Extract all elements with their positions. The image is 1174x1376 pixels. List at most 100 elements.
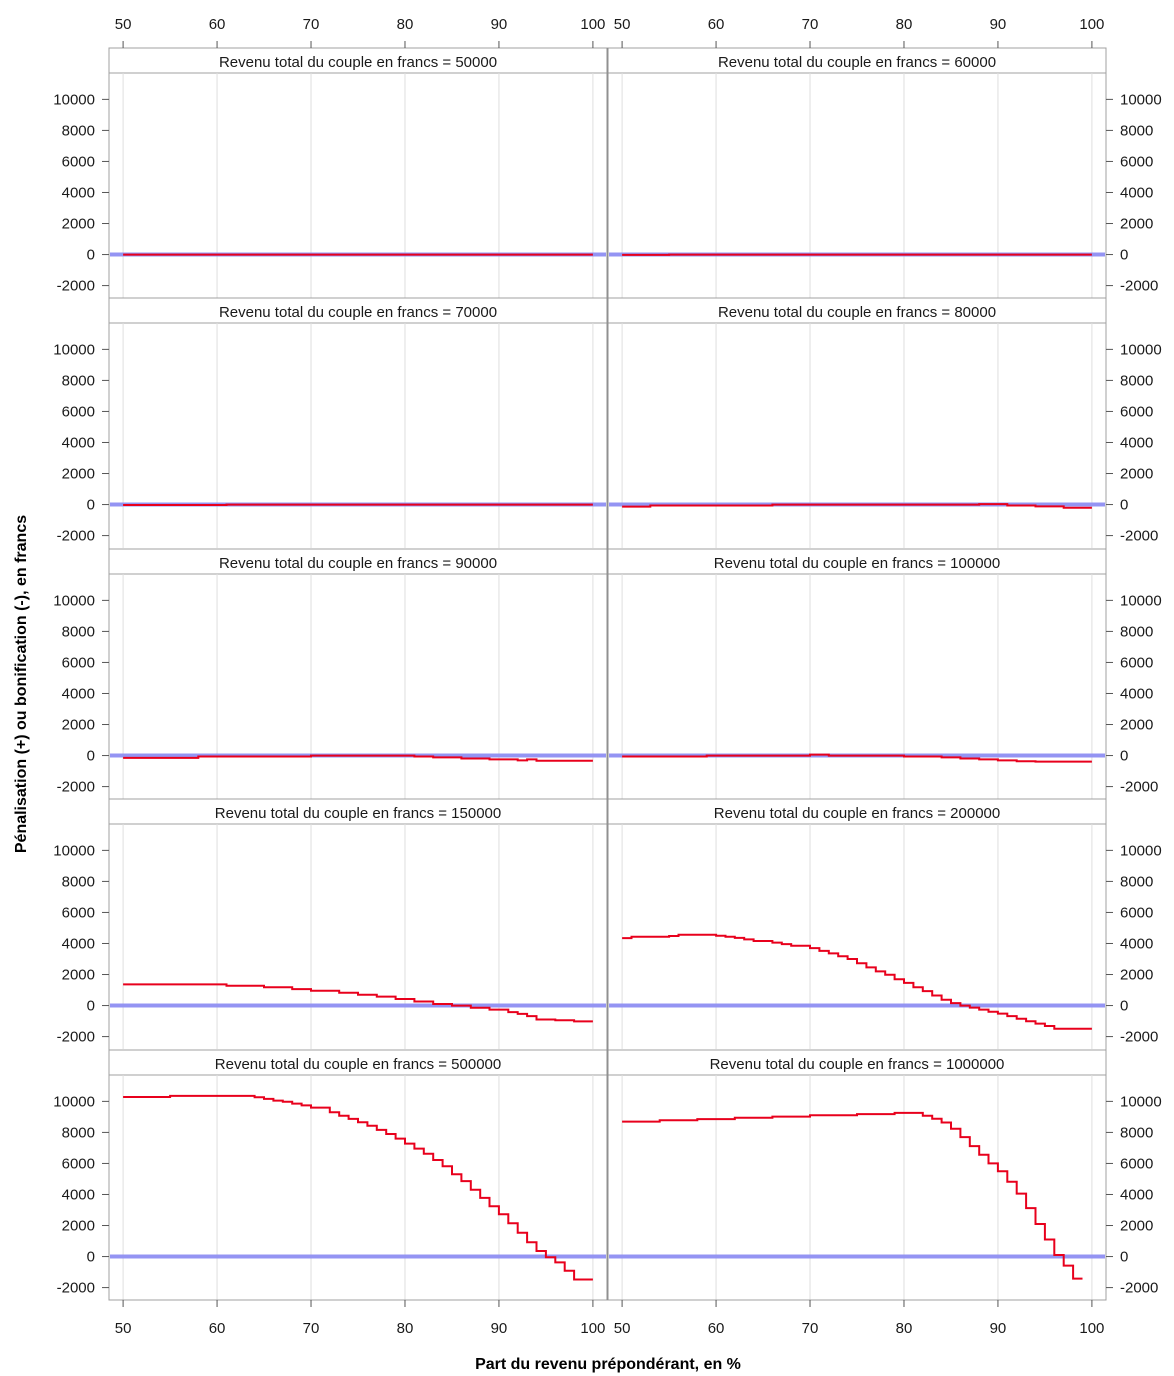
y-tick-label-right: 2000 [1120, 1218, 1153, 1235]
panel-strip [108, 297, 608, 324]
panel-title: Revenu total du couple en francs = 10000… [710, 1056, 1005, 1073]
y-tick-label-left: 10000 [53, 91, 95, 108]
y-tick-label-left: 6000 [62, 403, 95, 420]
axes-layer: 50 50 60 60 70 70 80 80 90 90 100 100 50 50 60 60 70 70 80… [53, 16, 1161, 1337]
panel-strip [108, 47, 608, 74]
x-tick-label-top: 70 [303, 16, 320, 33]
y-tick-label-right: 6000 [1120, 904, 1153, 921]
y-tick-label-left: 8000 [62, 372, 95, 389]
y-tick-label-right: 2000 [1120, 466, 1153, 483]
y-tick-label-right: 8000 [1120, 372, 1153, 389]
y-tick-label-left: 2000 [62, 216, 95, 233]
panel-2: Revenu total du couple en francs = 60000 [607, 47, 1107, 298]
y-tick-label-left: 0 [87, 998, 95, 1015]
panel-strip [108, 548, 608, 575]
y-tick-label-left: 6000 [62, 654, 95, 671]
y-tick-label-right: 0 [1120, 1249, 1128, 1266]
y-tick-label-right: 6000 [1120, 153, 1153, 170]
panel-9: Revenu total du couple en francs = 50000… [108, 1049, 608, 1300]
x-tick-label-bottom: 90 [990, 1320, 1007, 1337]
y-tick-label-right: 4000 [1120, 184, 1153, 201]
x-tick-label-top: 80 [397, 16, 414, 33]
y-tick-label-right: 4000 [1120, 935, 1153, 952]
y-tick-label-left: -2000 [57, 1029, 95, 1046]
y-tick-label-right: 8000 [1120, 122, 1153, 139]
panel-3: Revenu total du couple en francs = 70000 [108, 297, 608, 548]
panel-title: Revenu total du couple en francs = 90000 [219, 555, 497, 572]
panel-title: Revenu total du couple en francs = 50000… [215, 1056, 501, 1073]
panel-strip [607, 548, 1107, 575]
panel-title: Revenu total du couple en francs = 15000… [215, 805, 501, 822]
x-tick-label-bottom: 80 [397, 1320, 414, 1337]
y-tick-label-left: 8000 [62, 122, 95, 139]
y-tick-label-left: 8000 [62, 873, 95, 890]
y-tick-label-left: -2000 [57, 278, 95, 295]
y-tick-label-left: 0 [87, 748, 95, 765]
y-tick-label-left: -2000 [57, 528, 95, 545]
y-tick-label-right: 10000 [1120, 1093, 1162, 1110]
y-tick-label-left: 6000 [62, 1155, 95, 1172]
y-tick-label-right: 4000 [1120, 1186, 1153, 1203]
y-tick-label-right: 2000 [1120, 216, 1153, 233]
y-tick-label-left: 0 [87, 1249, 95, 1266]
x-tick-label-top: 60 [708, 16, 725, 33]
x-tick-label-bottom: 100 [1079, 1320, 1104, 1337]
x-tick-label-bottom: 50 [614, 1320, 631, 1337]
y-tick-label-right: 0 [1120, 748, 1128, 765]
y-tick-label-right: 8000 [1120, 623, 1153, 640]
y-tick-label-right: 6000 [1120, 403, 1153, 420]
y-tick-label-left: 0 [87, 247, 95, 264]
series-line [622, 503, 1092, 509]
y-tick-label-left: 6000 [62, 153, 95, 170]
panel-4: Revenu total du couple en francs = 80000 [607, 297, 1107, 548]
y-tick-label-right: -2000 [1120, 278, 1158, 295]
y-tick-label-right: -2000 [1120, 528, 1158, 545]
x-tick-label-bottom: 60 [209, 1320, 226, 1337]
y-tick-label-left: 4000 [62, 935, 95, 952]
y-tick-label-right: 8000 [1120, 1124, 1153, 1141]
y-tick-label-left: 0 [87, 497, 95, 514]
panel-title: Revenu total du couple en francs = 80000 [718, 304, 996, 321]
panel-title: Revenu total du couple en francs = 70000 [219, 304, 497, 321]
x-tick-label-top: 50 [115, 16, 132, 33]
x-axis-title: Part du revenu prépondérant, en % [475, 1356, 741, 1373]
y-tick-label-left: -2000 [57, 779, 95, 796]
y-tick-label-right: 0 [1120, 998, 1128, 1015]
panel-6: Revenu total du couple en francs = 10000… [607, 548, 1107, 799]
panel-strip [607, 798, 1107, 825]
y-tick-label-right: 6000 [1120, 654, 1153, 671]
y-tick-label-right: -2000 [1120, 779, 1158, 796]
y-tick-label-right: 0 [1120, 247, 1128, 264]
y-axis-title: Pénalisation (+) ou bonification (-), en… [13, 515, 30, 853]
y-tick-label-left: 10000 [53, 341, 95, 358]
series-line [123, 754, 593, 762]
x-tick-label-bottom: 60 [708, 1320, 725, 1337]
y-tick-label-right: 8000 [1120, 873, 1153, 890]
series-line [622, 1111, 1083, 1280]
y-tick-label-left: 2000 [62, 717, 95, 734]
y-tick-label-left: 8000 [62, 1124, 95, 1141]
x-tick-label-bottom: 70 [802, 1320, 819, 1337]
y-tick-label-left: 8000 [62, 623, 95, 640]
x-tick-label-bottom: 80 [896, 1320, 913, 1337]
x-tick-label-top: 70 [802, 16, 819, 33]
y-tick-label-right: 6000 [1120, 1155, 1153, 1172]
series-line [123, 1094, 593, 1281]
y-tick-label-left: 2000 [62, 967, 95, 984]
panel-7: Revenu total du couple en francs = 15000… [108, 798, 608, 1049]
y-tick-label-right: 2000 [1120, 967, 1153, 984]
y-tick-label-right: -2000 [1120, 1029, 1158, 1046]
x-tick-label-bottom: 70 [303, 1320, 320, 1337]
x-tick-label-bottom: 90 [491, 1320, 508, 1337]
x-tick-label-top: 90 [990, 16, 1007, 33]
x-tick-label-top: 60 [209, 16, 226, 33]
panel-title: Revenu total du couple en francs = 10000… [714, 555, 1000, 572]
series-line [622, 753, 1092, 763]
panels-layer: Revenu total du couple en francs = 50000… [108, 47, 1107, 1300]
y-tick-label-right: 10000 [1120, 341, 1162, 358]
x-tick-label-top: 100 [1079, 16, 1104, 33]
panel-title: Revenu total du couple en francs = 60000 [718, 54, 996, 71]
x-tick-label-top: 100 [580, 16, 605, 33]
y-tick-label-left: 10000 [53, 592, 95, 609]
